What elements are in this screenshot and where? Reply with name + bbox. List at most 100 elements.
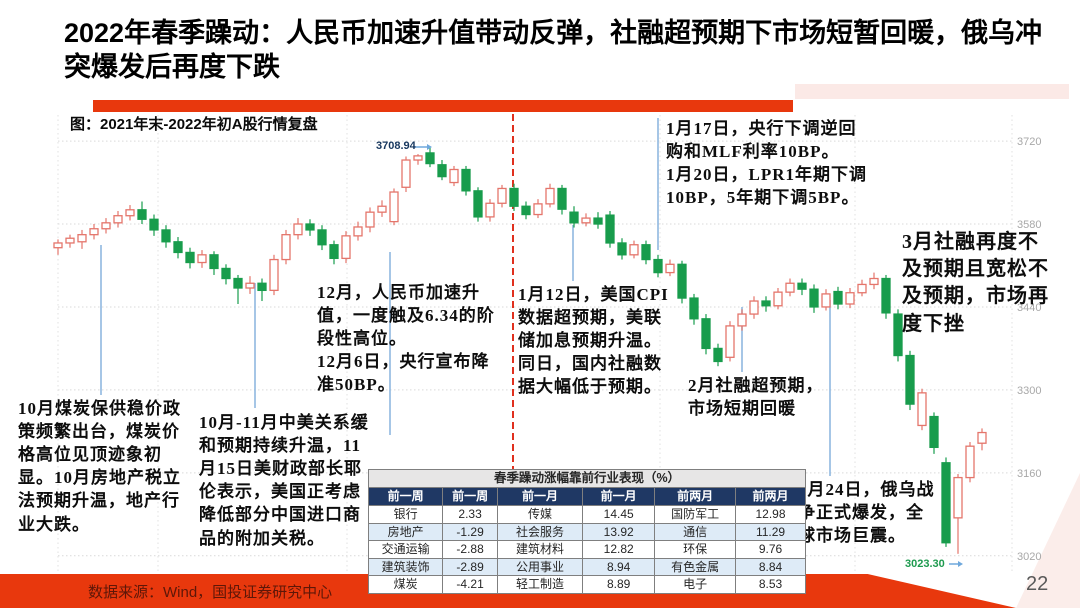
candle-body xyxy=(389,191,399,223)
candle-body xyxy=(845,292,855,305)
candle-body xyxy=(425,152,435,165)
table-cell: 国防军工 xyxy=(654,504,737,524)
candle-body xyxy=(521,205,531,216)
candle-body xyxy=(185,251,195,264)
table-cell: 交通运输 xyxy=(367,540,444,559)
candle-body xyxy=(965,445,975,479)
table-cell: 12.98 xyxy=(735,504,806,524)
table-title: 春季躁动涨幅靠前行业表现（%） xyxy=(368,468,806,489)
candle-body xyxy=(581,217,591,224)
candle-body xyxy=(497,187,507,204)
candle-body xyxy=(749,300,759,315)
candle-body xyxy=(269,258,279,292)
candle-body xyxy=(317,229,327,246)
candle-body xyxy=(629,244,639,256)
table-cell: 8.94 xyxy=(582,557,656,577)
candle-body xyxy=(101,222,111,230)
table-cell: 有色金属 xyxy=(654,557,737,577)
candle-body xyxy=(569,211,579,224)
candle-body xyxy=(737,313,747,327)
table-cell: 社会服务 xyxy=(496,522,584,542)
candle-body xyxy=(773,291,783,307)
candle-body xyxy=(77,234,87,243)
candle-body xyxy=(869,277,879,286)
candle-body xyxy=(65,237,75,244)
y-axis-label: 3580 xyxy=(1017,219,1041,231)
table-row: 银行 2.33 传媒 14.45 国防军工 12.98 xyxy=(367,504,806,524)
table-cell: 2.33 xyxy=(442,504,498,524)
peak-price-label: 3708.94 xyxy=(376,140,416,152)
table-header-cell: 前一周 xyxy=(442,487,498,506)
candle-body xyxy=(449,168,459,184)
candle-body xyxy=(113,215,123,224)
candle-body xyxy=(893,313,903,357)
low-price-label: 3023.30 xyxy=(905,558,945,570)
candle-body xyxy=(905,354,915,405)
candle-body xyxy=(329,244,339,260)
candle-body xyxy=(953,476,963,519)
y-axis-label: 3160 xyxy=(1017,468,1041,480)
table-cell: -4.21 xyxy=(442,575,498,594)
candle-body xyxy=(209,254,219,270)
decor-pink-bar xyxy=(795,84,1069,99)
table-header-cell: 前一月 xyxy=(582,487,656,506)
chart-annotation-8: 2月24日，俄乌战争正式爆发，全球市场巨震。 xyxy=(798,480,935,546)
candle-body xyxy=(485,202,495,218)
candle-body xyxy=(917,392,927,427)
table-cell: 通信 xyxy=(654,522,737,542)
candle-body xyxy=(545,187,555,205)
table-cell: 建筑材料 xyxy=(496,540,584,559)
chart-annotation-4: 1月12日，美国CPI数据超预期，美联储加息预期升温。同日，国内社融数据大幅低于… xyxy=(518,285,669,397)
candle-body xyxy=(605,214,615,244)
table-cell: 8.89 xyxy=(582,575,656,594)
page-number: 22 xyxy=(1026,573,1049,595)
table-header-cell: 前两月 xyxy=(654,487,737,506)
table-cell: 12.82 xyxy=(582,540,656,559)
table-row: 煤炭 -4.21 轻工制造 8.89 电子 8.53 xyxy=(367,575,806,594)
label-arrowhead xyxy=(427,144,432,150)
label-arrowhead xyxy=(958,561,963,567)
table-cell: 建筑装饰 xyxy=(367,557,444,577)
candle-body xyxy=(437,164,447,178)
candle-body xyxy=(713,347,723,363)
table-header-cell: 前一月 xyxy=(496,487,584,506)
table-cell: 14.45 xyxy=(582,504,656,524)
candle-body xyxy=(593,217,603,225)
candle-body xyxy=(809,288,819,308)
chart-annotation-6: 2月社融超预期， 市场短期回暖 xyxy=(688,376,824,419)
table-header-row: 前一周 前一周 前一月 前一月 前两月 前两月 xyxy=(367,487,806,506)
industry-table: 春季躁动涨幅靠前行业表现（%） 前一周 前一周 前一月 前一月 前两月 前两月 银行 2.33 传… xyxy=(367,468,806,594)
candle-body xyxy=(473,190,483,218)
table-cell: -2.88 xyxy=(442,540,498,559)
candle-body xyxy=(617,242,627,256)
candle-body xyxy=(281,234,291,261)
chart-annotation-2: 10月-11月中美关系缓和预期持续升温，11月15日美财政部长耶伦表示，美国正考… xyxy=(199,413,369,548)
candle-body xyxy=(89,228,99,236)
candle-body xyxy=(665,263,675,274)
candle-body xyxy=(857,283,867,294)
y-axis-label: 3020 xyxy=(1017,551,1041,563)
candle-body xyxy=(149,218,159,231)
candle-body xyxy=(761,300,771,307)
candle-body xyxy=(257,282,267,292)
table-row: 建筑装饰 -2.89 公用事业 8.94 有色金属 8.84 xyxy=(367,557,806,577)
table-row: 房地产 -1.29 社会服务 13.92 通信 11.29 xyxy=(367,522,806,542)
table-cell: 电子 xyxy=(654,575,737,594)
y-axis-label: 3300 xyxy=(1017,385,1041,397)
table-cell: 9.76 xyxy=(735,540,806,559)
table-cell: -2.89 xyxy=(442,557,498,577)
candle-body xyxy=(293,223,303,236)
title-accent-bar xyxy=(93,100,793,112)
table-cell: 房地产 xyxy=(367,522,444,542)
candle-body xyxy=(677,263,687,299)
candle-body xyxy=(641,244,651,261)
table-cell: 煤炭 xyxy=(367,575,444,594)
table-header-cell: 前一周 xyxy=(367,487,444,506)
candle-body xyxy=(701,318,711,350)
chart-annotation-7: 3月社融再度不及预期且宽松不及预期，市场再度下挫 xyxy=(902,231,1049,335)
candle-body xyxy=(941,462,951,544)
figure-caption: 图：2021年末-2022年初A股行情复盘 xyxy=(70,116,318,133)
source-text: 数据来源：Wind，国投证券研究中心 xyxy=(88,584,333,601)
candle-body xyxy=(173,241,183,254)
